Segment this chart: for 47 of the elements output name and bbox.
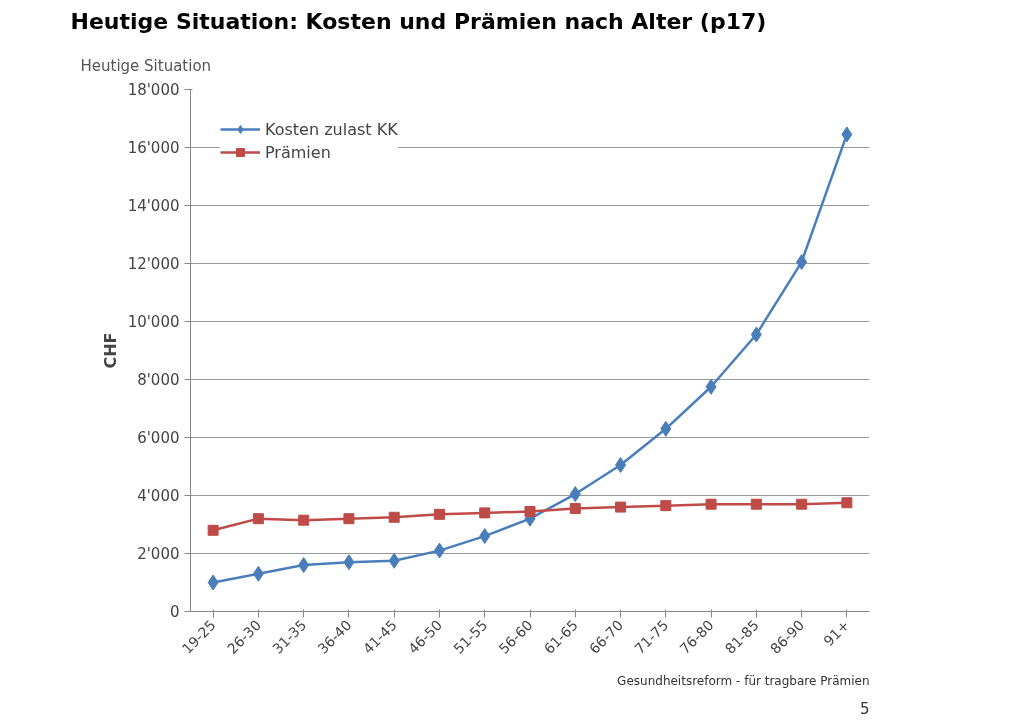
y-tick-label: 0 [169,602,180,621]
point [660,420,672,437]
point [524,505,536,517]
point [207,574,219,591]
point [207,524,219,536]
point [252,565,264,582]
point [388,552,400,569]
point [750,326,762,343]
point [615,501,627,513]
y-tick-label: 18'000 [127,80,180,99]
point [479,528,491,545]
point [705,378,717,395]
point [569,503,581,515]
point [343,554,355,571]
x-tick-label: 91+ [820,616,853,650]
point [388,511,400,523]
point [660,500,672,512]
point [343,513,355,525]
point [796,254,808,271]
y-tick-label: 8'000 [137,370,180,389]
point [705,498,717,510]
y-tick-label: 10'000 [127,312,180,331]
legend-label: Kosten zulast KK [265,119,398,139]
text: 5 [859,699,870,718]
point [615,457,627,474]
point [433,542,445,559]
point [750,498,762,510]
y-tick-label: 6'000 [137,428,180,447]
point [796,498,808,510]
point [298,514,310,526]
point [433,508,445,520]
y-tick-label: 12'000 [127,254,180,273]
y-tick-label: 14'000 [127,196,180,215]
point [841,497,853,509]
point [479,507,491,519]
point [569,486,581,503]
point [841,126,853,143]
point [298,557,310,574]
y-tick-label: 4'000 [137,486,180,505]
point [252,513,264,525]
chart-subtitle: Heutige Situation [80,56,212,75]
y-tick-label: 16'000 [127,138,180,157]
legend-label: Prämien [265,142,331,162]
y-tick-label: 2'000 [137,544,180,563]
chart-title: Heutige Situation: Kosten und Prämien nach Alter (p17) [70,8,767,34]
y-axis-title: CHF [100,332,120,369]
text: Gesundheitsreform - für tragbare Prämien [617,673,870,688]
